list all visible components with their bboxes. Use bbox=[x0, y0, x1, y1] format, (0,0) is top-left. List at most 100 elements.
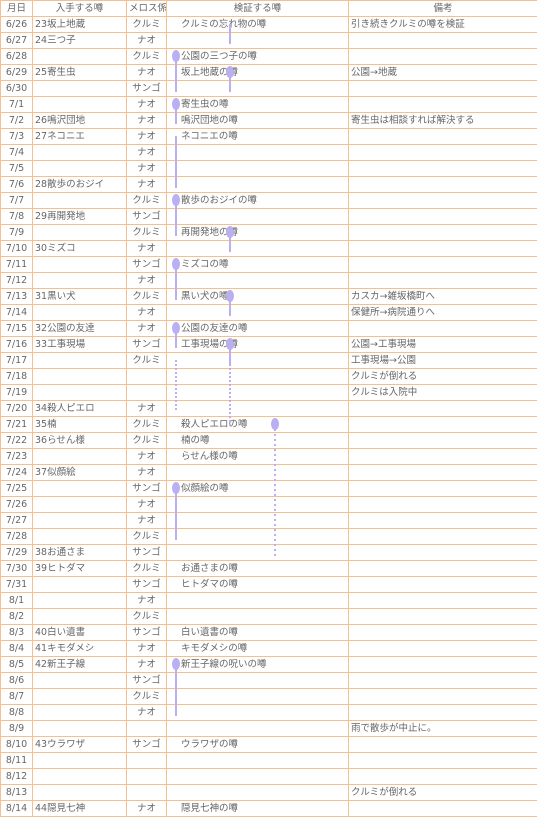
cell: 6/27 bbox=[1, 33, 33, 49]
cell: 7/15 bbox=[1, 321, 33, 337]
cell bbox=[167, 209, 349, 225]
cell bbox=[33, 193, 127, 209]
cell: ナオ bbox=[127, 449, 167, 465]
cell: サンゴ bbox=[127, 545, 167, 561]
cell: 30ミズコ bbox=[33, 241, 127, 257]
cell: 再開発地の噂 bbox=[167, 225, 349, 241]
cell bbox=[33, 721, 127, 737]
cell: ナオ bbox=[127, 161, 167, 177]
cell: ナオ bbox=[127, 129, 167, 145]
cell bbox=[167, 545, 349, 561]
cell bbox=[349, 433, 537, 449]
cell: 34殺人ピエロ bbox=[33, 401, 127, 417]
cell bbox=[349, 241, 537, 257]
cell bbox=[349, 145, 537, 161]
cell bbox=[33, 97, 127, 113]
cell: 7/9 bbox=[1, 225, 33, 241]
cell: 工事現場の噂 bbox=[167, 337, 349, 353]
cell: 7/27 bbox=[1, 513, 33, 529]
cell: 7/18 bbox=[1, 369, 33, 385]
cell: ナオ bbox=[127, 113, 167, 129]
cell: ナオ bbox=[127, 401, 167, 417]
cell: ナオ bbox=[127, 145, 167, 161]
cell: 公園→工事現場 bbox=[349, 337, 537, 353]
cell: サンゴ bbox=[127, 673, 167, 689]
cell: 6/30 bbox=[1, 81, 33, 97]
cell bbox=[167, 241, 349, 257]
cell: クルミが倒れる bbox=[349, 369, 537, 385]
cell bbox=[167, 161, 349, 177]
cell: クルミ bbox=[127, 417, 167, 433]
cell bbox=[33, 369, 127, 385]
cell: 寄生虫の噂 bbox=[167, 97, 349, 113]
cell: 28散歩のおジイ bbox=[33, 177, 127, 193]
header-cell: 検証する噂 bbox=[167, 1, 349, 17]
cell: クルミ bbox=[127, 689, 167, 705]
cell bbox=[167, 369, 349, 385]
cell: 43ウラワザ bbox=[33, 737, 127, 753]
cell: 26鳴沢団地 bbox=[33, 113, 127, 129]
cell: サンゴ bbox=[127, 577, 167, 593]
cell: 25寄生虫 bbox=[33, 65, 127, 81]
cell: 7/13 bbox=[1, 289, 33, 305]
cell: 7/28 bbox=[1, 529, 33, 545]
cell: ナオ bbox=[127, 97, 167, 113]
cell bbox=[167, 497, 349, 513]
cell bbox=[33, 577, 127, 593]
cell: ナオ bbox=[127, 177, 167, 193]
cell bbox=[33, 753, 127, 769]
cell: ナオ bbox=[127, 513, 167, 529]
cell bbox=[167, 593, 349, 609]
cell: 7/1 bbox=[1, 97, 33, 113]
cell: サンゴ bbox=[127, 257, 167, 273]
cell: 寄生虫は相談すれば解決する bbox=[349, 113, 537, 129]
cell bbox=[349, 257, 537, 273]
cell: クルミ bbox=[127, 353, 167, 369]
cell: 7/31 bbox=[1, 577, 33, 593]
cell: ナオ bbox=[127, 705, 167, 721]
cell bbox=[349, 401, 537, 417]
cell: 7/30 bbox=[1, 561, 33, 577]
cell: らせん様の噂 bbox=[167, 449, 349, 465]
cell bbox=[167, 465, 349, 481]
cell bbox=[167, 769, 349, 785]
cell: 白い遺書の噂 bbox=[167, 625, 349, 641]
cell: 32公園の友達 bbox=[33, 321, 127, 337]
cell bbox=[33, 225, 127, 241]
cell: クルミ bbox=[127, 17, 167, 33]
cell: 8/1 bbox=[1, 593, 33, 609]
cell: 7/24 bbox=[1, 465, 33, 481]
cell: 6/29 bbox=[1, 65, 33, 81]
cell bbox=[127, 369, 167, 385]
cell: 6/28 bbox=[1, 49, 33, 65]
cell bbox=[167, 705, 349, 721]
cell: 7/29 bbox=[1, 545, 33, 561]
cell: 8/11 bbox=[1, 753, 33, 769]
cell bbox=[33, 609, 127, 625]
cell: 7/17 bbox=[1, 353, 33, 369]
cell: 8/4 bbox=[1, 641, 33, 657]
cell: サンゴ bbox=[127, 337, 167, 353]
row: 7/1 ナオ寄生虫の噂 bbox=[1, 97, 537, 113]
cell bbox=[349, 81, 537, 97]
cell: サンゴ bbox=[127, 737, 167, 753]
cell: 8/5 bbox=[1, 657, 33, 673]
cell: 37似顔絵 bbox=[33, 465, 127, 481]
cell bbox=[167, 785, 349, 801]
cell: 坂上地蔵の噂 bbox=[167, 65, 349, 81]
cell: 7/12 bbox=[1, 273, 33, 289]
cell bbox=[167, 145, 349, 161]
cell: 8/9 bbox=[1, 721, 33, 737]
cell bbox=[349, 417, 537, 433]
cell: サンゴ bbox=[127, 625, 167, 641]
